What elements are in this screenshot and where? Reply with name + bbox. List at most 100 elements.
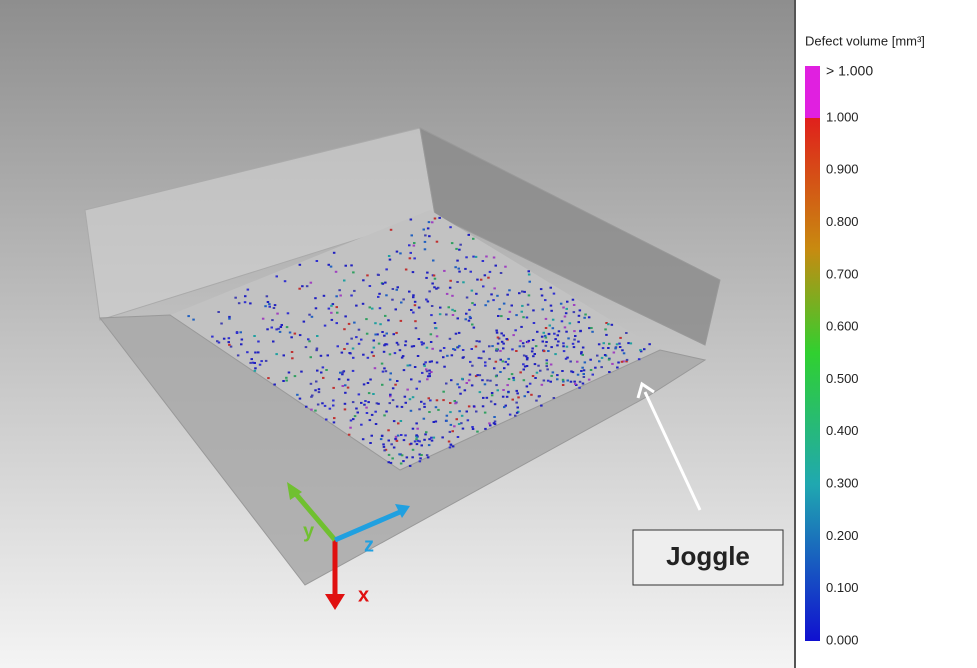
defect bbox=[411, 234, 414, 236]
defect bbox=[515, 402, 518, 404]
defect bbox=[301, 285, 304, 287]
defect bbox=[607, 347, 610, 349]
defect bbox=[508, 289, 511, 291]
defect bbox=[418, 307, 421, 309]
defect bbox=[418, 381, 421, 383]
defect bbox=[317, 404, 320, 406]
defect bbox=[529, 383, 532, 385]
defect bbox=[379, 307, 382, 309]
defect bbox=[428, 373, 431, 375]
defect bbox=[344, 315, 347, 317]
colorbar-over-label: > 1.000 bbox=[826, 63, 873, 79]
defect bbox=[573, 304, 576, 306]
defect bbox=[328, 264, 331, 266]
defect bbox=[618, 343, 621, 345]
defect bbox=[238, 302, 241, 304]
defect bbox=[338, 378, 341, 380]
defect bbox=[392, 399, 395, 401]
defect bbox=[336, 306, 339, 308]
defect bbox=[395, 332, 398, 334]
defect bbox=[594, 367, 597, 369]
defect bbox=[515, 314, 518, 316]
defect bbox=[529, 281, 532, 283]
defect bbox=[392, 288, 395, 290]
defect bbox=[421, 444, 424, 446]
defect bbox=[431, 348, 434, 350]
defect bbox=[502, 396, 505, 398]
defect bbox=[397, 344, 400, 346]
defect bbox=[430, 314, 433, 316]
defect bbox=[400, 420, 403, 422]
defect bbox=[524, 366, 527, 368]
defect bbox=[392, 387, 395, 389]
defect bbox=[611, 324, 614, 326]
defect bbox=[566, 357, 569, 359]
defect bbox=[535, 400, 538, 402]
defect bbox=[228, 344, 231, 346]
defect bbox=[349, 352, 352, 354]
defect bbox=[496, 295, 499, 297]
defect bbox=[285, 377, 288, 379]
defect bbox=[472, 256, 475, 258]
defect bbox=[464, 389, 467, 391]
defect bbox=[502, 343, 505, 345]
defect bbox=[246, 351, 249, 353]
defect bbox=[400, 320, 403, 322]
defect bbox=[503, 335, 506, 337]
defect bbox=[648, 343, 651, 345]
defect bbox=[394, 352, 397, 354]
defect bbox=[428, 221, 431, 223]
defect bbox=[513, 379, 516, 381]
defect bbox=[456, 281, 459, 283]
defect bbox=[268, 303, 271, 305]
defect bbox=[384, 315, 387, 317]
defect bbox=[430, 341, 433, 343]
defect bbox=[497, 315, 500, 317]
defect bbox=[387, 319, 390, 321]
defect bbox=[546, 365, 549, 367]
defect bbox=[443, 347, 446, 349]
defect bbox=[473, 327, 476, 329]
defect bbox=[320, 355, 323, 357]
defect bbox=[619, 346, 622, 348]
defect bbox=[446, 355, 449, 357]
defect bbox=[410, 309, 413, 311]
defect bbox=[448, 441, 451, 443]
defect bbox=[469, 361, 472, 363]
defect bbox=[383, 335, 386, 337]
defect bbox=[537, 365, 540, 367]
defect bbox=[468, 379, 471, 381]
defect bbox=[563, 350, 566, 352]
defect bbox=[436, 335, 439, 337]
defect bbox=[456, 260, 459, 262]
defect bbox=[380, 438, 383, 440]
defect bbox=[428, 370, 431, 372]
defect bbox=[625, 332, 628, 334]
defect bbox=[577, 341, 580, 343]
defect bbox=[366, 333, 369, 335]
colorbar-tick-label: 1.000 bbox=[826, 109, 859, 124]
defect bbox=[285, 380, 288, 382]
defect bbox=[408, 291, 411, 293]
defect bbox=[455, 248, 458, 250]
defect bbox=[506, 384, 509, 386]
defect bbox=[446, 415, 449, 417]
defect bbox=[381, 384, 384, 386]
defect bbox=[489, 424, 492, 426]
defect bbox=[550, 305, 553, 307]
defect bbox=[598, 343, 601, 345]
defect bbox=[366, 412, 369, 414]
defect bbox=[403, 439, 406, 441]
defect bbox=[350, 420, 353, 422]
defect bbox=[374, 367, 377, 369]
defect bbox=[435, 288, 438, 290]
defect bbox=[630, 342, 633, 344]
defect bbox=[399, 349, 402, 351]
defect bbox=[286, 326, 289, 328]
defect bbox=[420, 341, 423, 343]
defect bbox=[336, 322, 339, 324]
defect bbox=[495, 384, 498, 386]
defect bbox=[434, 322, 437, 324]
defect bbox=[451, 295, 454, 297]
defect bbox=[353, 290, 356, 292]
